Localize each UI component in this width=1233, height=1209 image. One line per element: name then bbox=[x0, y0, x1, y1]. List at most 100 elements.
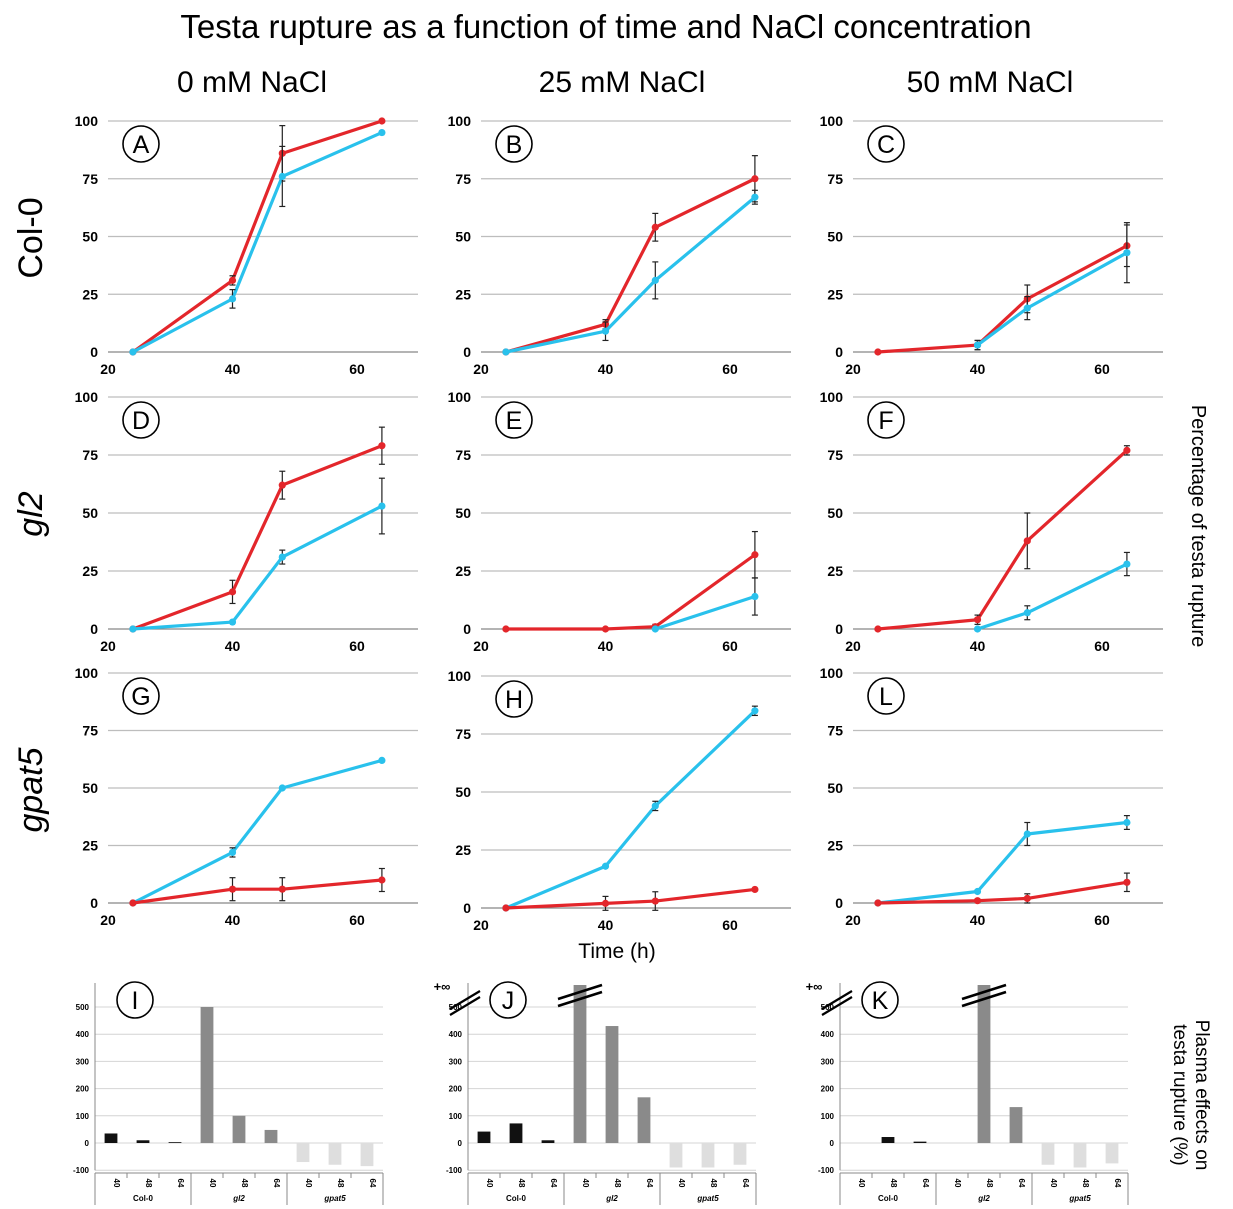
panel-letter: F bbox=[878, 407, 893, 435]
bar-y-tick-label: 500 bbox=[449, 1003, 463, 1012]
data-point-red bbox=[973, 616, 982, 624]
y-tick-label: 50 bbox=[82, 229, 98, 245]
bar-break-mark bbox=[557, 983, 603, 1001]
bar-y-tick-label: 400 bbox=[76, 1030, 90, 1039]
x-tick-label: 20 bbox=[473, 638, 489, 654]
x-tick-label: 60 bbox=[349, 361, 365, 377]
data-point-blue bbox=[973, 341, 982, 349]
bar bbox=[136, 1140, 150, 1143]
y-tick-label: 0 bbox=[463, 900, 471, 916]
y-tick-label: 25 bbox=[827, 286, 843, 302]
bar-category-label: 64 bbox=[741, 1179, 750, 1188]
x-tick-label: 20 bbox=[100, 638, 116, 654]
x-tick-label: 20 bbox=[845, 912, 861, 928]
panel-letter: C bbox=[877, 131, 895, 159]
panel-letter-circle bbox=[861, 981, 899, 1019]
data-point-blue bbox=[129, 348, 137, 356]
bar-category-label: 40 bbox=[485, 1179, 494, 1188]
y-tick-label: 0 bbox=[463, 344, 471, 360]
bar-group-label: gl2 bbox=[232, 1194, 245, 1203]
y-tick-label: 75 bbox=[827, 171, 843, 187]
panel-K: -100 0 100 200 300 400 500 40 48 64 40 48 64 40 48 64 Co… bbox=[806, 979, 1129, 1205]
panel-I: -100 0 100 200 300 400 500 40 48 64 40 48 64 40 48 64 Co… bbox=[73, 981, 384, 1205]
y-tick-label: 25 bbox=[827, 563, 843, 579]
bar bbox=[605, 1026, 619, 1143]
panel-letter: G bbox=[131, 683, 150, 711]
panel-letter-circle bbox=[867, 401, 905, 439]
data-point-red bbox=[1023, 537, 1031, 545]
series-line-red bbox=[505, 887, 756, 910]
panel-letter: K bbox=[872, 987, 889, 1015]
bar-group-label: gl2 bbox=[605, 1194, 618, 1203]
bar-group-label: Col-0 bbox=[878, 1194, 899, 1203]
panel-letter-circle bbox=[489, 981, 527, 1019]
bar bbox=[509, 1123, 523, 1143]
data-point-blue bbox=[601, 327, 610, 335]
bar-y-tick-label: 400 bbox=[449, 1030, 463, 1039]
axis-break-mark bbox=[449, 990, 481, 1010]
panel-letter-circle bbox=[495, 680, 533, 718]
x-axis-label: Time (h) bbox=[578, 940, 655, 963]
panel-letter-circle bbox=[122, 401, 160, 439]
data-point-red bbox=[278, 481, 286, 489]
row-label-gpat5: gpat5 bbox=[12, 747, 50, 832]
y-tick-label: 50 bbox=[455, 229, 471, 245]
series-line-red bbox=[505, 553, 756, 631]
bar-category-label: 64 bbox=[1113, 1179, 1122, 1188]
x-tick-label: 40 bbox=[598, 361, 614, 377]
panel-letter: L bbox=[879, 683, 893, 711]
data-point-red bbox=[874, 625, 882, 633]
bar-category-label: 48 bbox=[336, 1179, 345, 1188]
bar bbox=[733, 1143, 747, 1165]
data-point-blue bbox=[278, 784, 286, 792]
data-point-blue bbox=[1023, 609, 1031, 617]
series-line-red bbox=[877, 244, 1128, 354]
y-tick-label: 75 bbox=[455, 171, 471, 187]
y-tick-label: 25 bbox=[82, 838, 98, 854]
bar-axis-label-line1: Plasma effects on bbox=[1191, 1020, 1212, 1171]
y-tick-label: 100 bbox=[448, 113, 472, 129]
series-line-red bbox=[132, 878, 383, 905]
bar-y-tick-label: 500 bbox=[76, 1003, 90, 1012]
bar bbox=[200, 1007, 214, 1143]
panel-D: 0 25 50 75 100 20 40 60 D bbox=[75, 389, 418, 654]
data-point-blue bbox=[502, 348, 510, 356]
series-line-blue bbox=[132, 131, 383, 354]
bar-group-label: gpat5 bbox=[323, 1194, 346, 1203]
x-tick-label: 20 bbox=[845, 638, 861, 654]
x-tick-label: 40 bbox=[225, 361, 241, 377]
data-point-blue bbox=[751, 707, 759, 715]
x-tick-label: 60 bbox=[349, 638, 365, 654]
bar-y-tick-label: 200 bbox=[76, 1085, 90, 1094]
bar-y-tick-label: 0 bbox=[830, 1139, 835, 1148]
y-tick-label: 0 bbox=[90, 895, 98, 911]
bar-group-label: Col-0 bbox=[133, 1194, 154, 1203]
bar-y-tick-label: 200 bbox=[821, 1085, 835, 1094]
bar bbox=[328, 1143, 342, 1165]
bar-category-label: 40 bbox=[304, 1179, 313, 1188]
data-point-red bbox=[1023, 894, 1031, 903]
data-point-red bbox=[502, 625, 510, 633]
row-label-gl2: gl2 bbox=[12, 491, 50, 536]
y-tick-label: 25 bbox=[82, 286, 98, 302]
y-tick-label: 25 bbox=[82, 563, 98, 579]
bar bbox=[1073, 1143, 1087, 1168]
y-tick-label: 100 bbox=[448, 668, 472, 684]
series-line-blue bbox=[132, 758, 383, 905]
bar-category-label: 64 bbox=[921, 1179, 930, 1188]
y-tick-label: 50 bbox=[827, 780, 843, 796]
data-point-red bbox=[751, 175, 759, 183]
panel-A: 0 25 50 75 100 20 40 60 A bbox=[75, 113, 418, 377]
bar-infinite bbox=[977, 985, 991, 1143]
series-line-blue bbox=[505, 196, 756, 354]
bar-category-label: 40 bbox=[677, 1179, 686, 1188]
data-point-red bbox=[751, 551, 759, 559]
panel-letter-circle bbox=[867, 125, 905, 163]
panel-letter: I bbox=[132, 987, 139, 1015]
panel-L: 0 25 50 75 100 20 40 60 L bbox=[820, 665, 1163, 928]
data-point-red bbox=[1123, 878, 1131, 886]
y-tick-label: 100 bbox=[820, 665, 844, 681]
x-tick-label: 60 bbox=[722, 917, 738, 933]
bar-category-label: 40 bbox=[208, 1179, 217, 1188]
